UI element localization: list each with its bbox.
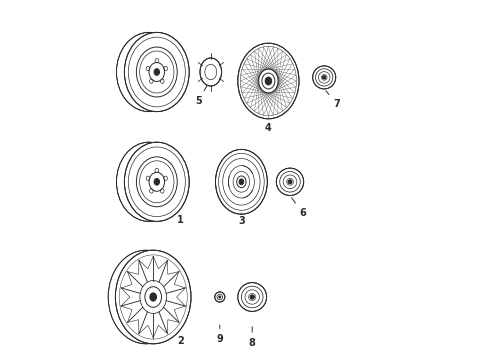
- Ellipse shape: [150, 293, 156, 301]
- Ellipse shape: [288, 180, 292, 184]
- Text: 6: 6: [292, 198, 306, 218]
- Ellipse shape: [124, 142, 189, 221]
- Ellipse shape: [322, 76, 326, 79]
- Ellipse shape: [200, 58, 221, 86]
- Ellipse shape: [154, 69, 160, 75]
- Ellipse shape: [239, 179, 244, 185]
- Ellipse shape: [313, 66, 336, 89]
- Ellipse shape: [250, 295, 254, 299]
- Text: 2: 2: [168, 334, 184, 346]
- Text: 3: 3: [238, 213, 245, 226]
- Ellipse shape: [117, 32, 181, 112]
- Ellipse shape: [154, 179, 160, 185]
- Ellipse shape: [238, 283, 267, 311]
- Ellipse shape: [108, 250, 184, 344]
- Ellipse shape: [124, 32, 189, 112]
- Ellipse shape: [219, 296, 221, 298]
- Text: 9: 9: [217, 325, 223, 344]
- Text: 5: 5: [195, 82, 209, 106]
- Text: 7: 7: [326, 91, 340, 109]
- Ellipse shape: [265, 77, 271, 85]
- Ellipse shape: [116, 250, 191, 344]
- Text: 8: 8: [249, 327, 256, 348]
- Text: 4: 4: [265, 117, 272, 133]
- Ellipse shape: [276, 168, 304, 195]
- Ellipse shape: [216, 149, 268, 214]
- Ellipse shape: [238, 43, 299, 119]
- Ellipse shape: [117, 142, 181, 221]
- Ellipse shape: [215, 292, 225, 302]
- Text: 1: 1: [170, 213, 184, 225]
